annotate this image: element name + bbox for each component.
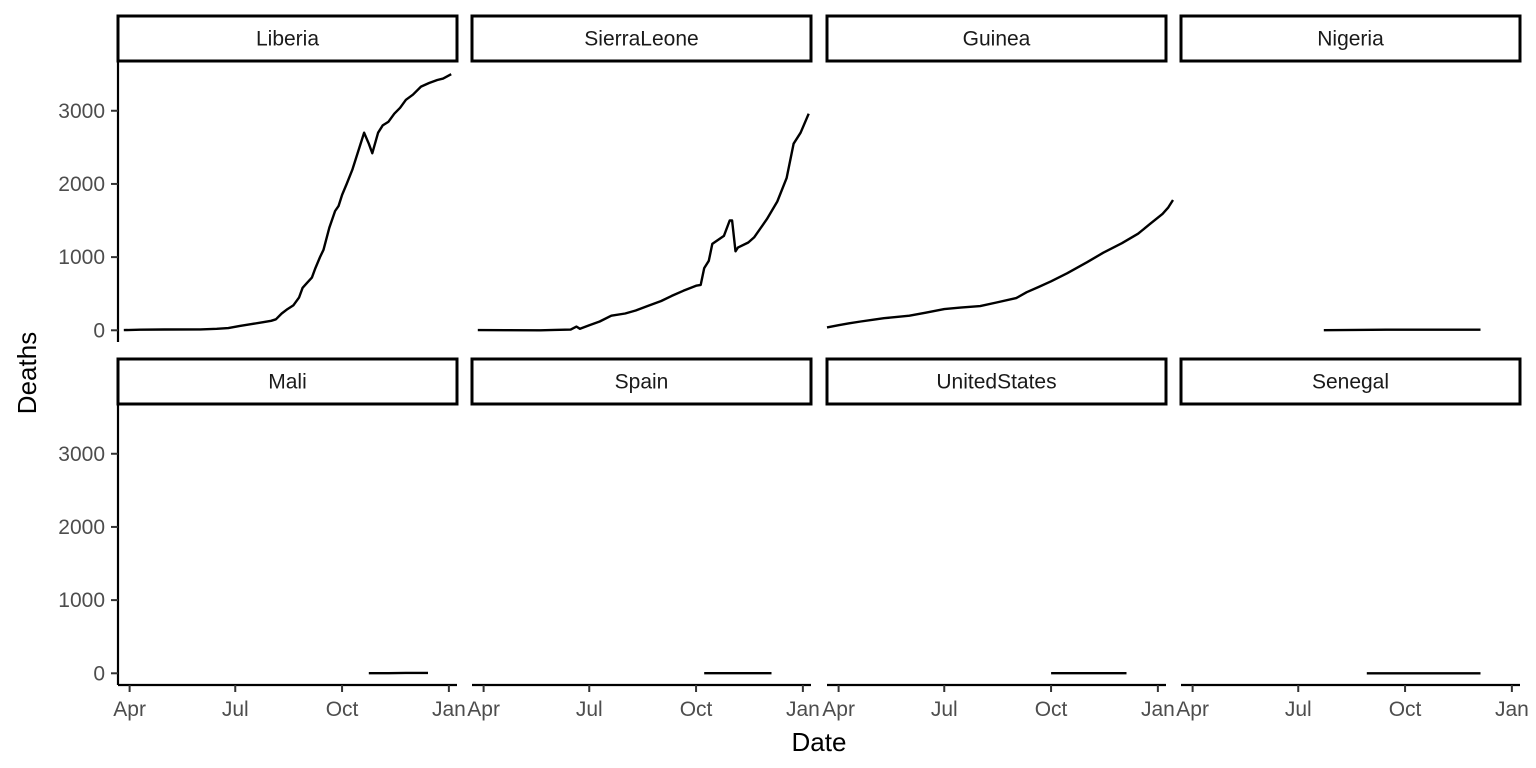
x-tick-label: Jan (432, 698, 466, 721)
facet-strip-senegal (1179, 357, 1522, 406)
y-tick-label: 3000 (58, 100, 105, 123)
facet-strip-spain (470, 357, 813, 406)
x-tick-label: Jul (931, 698, 958, 721)
facet-strip-guinea (825, 14, 1168, 63)
facet-label-unitedstates: UnitedStates (936, 371, 1056, 394)
x-tick-label: Jul (222, 698, 249, 721)
facet-guinea: Guinea (825, 14, 1175, 329)
x-tick-label: Oct (1389, 698, 1422, 721)
facet-unitedstates: UnitedStates Apr Jul Oct Jan (822, 357, 1175, 721)
facet-strip-mali (116, 357, 459, 406)
facet-label-guinea: Guinea (963, 28, 1031, 51)
y-tick-label: 2000 (58, 173, 105, 196)
facet-strip-liberia (116, 14, 459, 63)
facet-strip-nigeria (1179, 14, 1522, 63)
facet-label-nigeria: Nigeria (1317, 28, 1384, 51)
y-tick-label: 0 (93, 319, 105, 342)
series-line-sierraleone (477, 113, 810, 332)
y-tick-label: 0 (93, 662, 105, 685)
y-tick-label: 1000 (58, 589, 105, 612)
facet-panels: Liberia 0 1000 2000 3000 SierraLeone Guinea Nig… (58, 14, 1529, 721)
y-tick-label: 2000 (58, 516, 105, 539)
facet-strip-unitedstates (825, 357, 1168, 406)
x-tick-label: Jul (1285, 698, 1312, 721)
x-tick-label: Apr (822, 698, 855, 721)
x-tick-label: Apr (1176, 698, 1209, 721)
x-tick-label: Apr (467, 698, 500, 721)
facet-spain: Spain Apr Jul Oct Jan (467, 357, 820, 721)
x-tick-label: Jul (576, 698, 603, 721)
y-axis-title: Deaths (12, 332, 42, 414)
x-tick-label: Jan (1141, 698, 1175, 721)
x-tick-label: Oct (1035, 698, 1068, 721)
x-tick-label: Jan (786, 698, 820, 721)
facet-label-sierraleone: SierraLeone (584, 28, 698, 51)
facet-sierraleone: SierraLeone (470, 14, 813, 332)
y-tick-label: 3000 (58, 443, 105, 466)
facet-senegal: Senegal Apr Jul Oct Jan (1176, 357, 1529, 721)
facet-strip-sierraleone (470, 14, 813, 63)
facet-label-mali: Mali (268, 371, 307, 394)
series-line-liberia (123, 73, 452, 332)
series-line-nigeria (1323, 328, 1481, 332)
facet-label-spain: Spain (615, 371, 669, 394)
facet-label-liberia: Liberia (256, 28, 319, 51)
x-tick-label: Oct (680, 698, 713, 721)
facet-liberia: Liberia 0 1000 2000 3000 (58, 14, 459, 342)
facet-mali: Mali 0 1000 2000 3000 Apr Jul Oct Jan (58, 357, 466, 721)
x-tick-label: Oct (326, 698, 359, 721)
x-axis-title: Date (792, 727, 847, 757)
x-tick-label: Jan (1495, 698, 1529, 721)
facet-nigeria: Nigeria (1179, 14, 1522, 332)
facet-label-senegal: Senegal (1312, 371, 1389, 394)
series-line-guinea (826, 199, 1175, 329)
x-tick-label: Apr (113, 698, 146, 721)
y-tick-label: 1000 (58, 246, 105, 269)
